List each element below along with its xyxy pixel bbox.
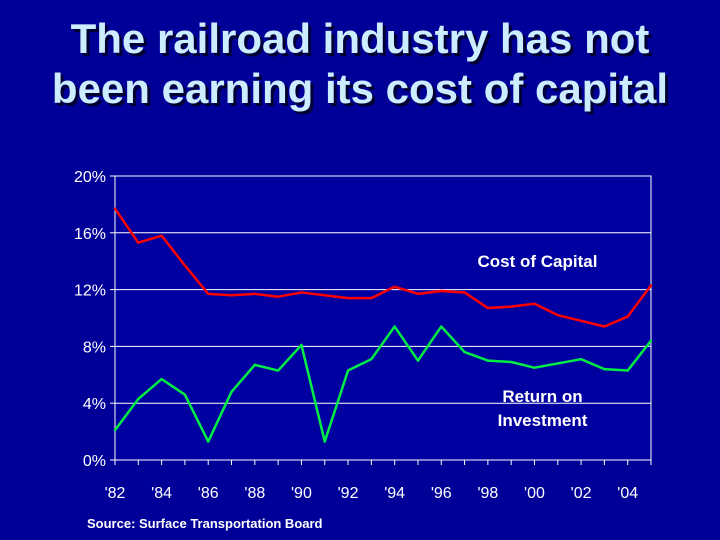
return-on-investment-point xyxy=(626,369,629,372)
cost-of-capital-point xyxy=(323,294,326,297)
x-tick-label: '92 xyxy=(338,485,359,502)
cost-of-capital-point xyxy=(230,294,233,297)
cost-of-capital-point xyxy=(486,306,490,310)
return-on-investment-label: Return on Investment xyxy=(465,385,620,433)
return-on-investment-point xyxy=(440,325,443,328)
cost-of-capital-point xyxy=(416,292,420,296)
x-tick-label: '94 xyxy=(384,485,405,502)
return-on-investment-point xyxy=(346,369,350,372)
cost-of-capital-point xyxy=(113,207,117,210)
return-on-investment-point xyxy=(183,393,187,396)
cost-of-capital-point xyxy=(253,292,257,296)
return-on-investment-point xyxy=(370,357,373,361)
plot-area xyxy=(114,175,652,461)
cost-of-capital-line xyxy=(113,207,653,328)
source-note: Source: Surface Transportation Board xyxy=(87,516,323,531)
cost-of-capital-point xyxy=(276,295,280,298)
return-on-investment-point xyxy=(486,359,490,362)
x-tick-label: '90 xyxy=(291,485,312,502)
cost-of-capital-point xyxy=(300,291,303,294)
return-on-investment-point xyxy=(160,377,163,381)
return-on-investment-point xyxy=(509,360,513,364)
return-on-investment-point xyxy=(649,339,653,342)
return-on-investment-point xyxy=(393,325,396,328)
cost-of-capital-point xyxy=(463,291,466,294)
return-on-investment-label-line-2: Investment xyxy=(497,411,588,430)
y-tick-label: 20% xyxy=(74,169,106,186)
cost-of-capital-point xyxy=(370,296,373,300)
cost-of-capital-point xyxy=(160,234,163,237)
cost-of-capital-point xyxy=(509,305,513,308)
return-on-investment-point xyxy=(579,357,583,361)
cost-of-capital-point xyxy=(556,313,559,317)
cost-of-capital-point xyxy=(440,289,443,293)
return-on-investment-point xyxy=(113,428,117,432)
x-tick-label: '84 xyxy=(151,485,172,502)
return-on-investment-line xyxy=(113,325,652,443)
x-tick-label: '02 xyxy=(571,485,592,502)
cost-of-capital-point xyxy=(626,315,629,318)
title-line-1: The railroad industry has not xyxy=(70,15,650,62)
cost-of-capital-label: Cost of Capital xyxy=(455,250,620,274)
title-line-2: been earning its cost of capital xyxy=(51,65,669,112)
return-on-investment-point xyxy=(323,440,326,443)
return-on-investment-point xyxy=(230,390,233,394)
cost-of-capital-point xyxy=(393,285,396,288)
cost-of-capital-point xyxy=(533,302,536,305)
x-tick-label: '04 xyxy=(617,485,638,502)
y-tick-label: 8% xyxy=(83,339,106,356)
return-on-investment-point xyxy=(416,359,420,362)
return-on-investment-point xyxy=(253,363,257,367)
return-on-investment-point xyxy=(276,369,280,372)
y-tick-label: 0% xyxy=(83,453,106,470)
cost-of-capital-point xyxy=(649,284,653,287)
x-tick-label: '82 xyxy=(105,485,126,502)
return-on-investment-point xyxy=(463,350,466,354)
x-tick-label: '98 xyxy=(477,485,498,502)
x-tick-label: '88 xyxy=(244,485,265,502)
x-tick-label: '96 xyxy=(431,485,452,502)
cost-of-capital-point xyxy=(183,264,187,267)
return-on-investment-point xyxy=(137,397,140,401)
cost-of-capital-point xyxy=(137,241,140,244)
return-on-investment-point xyxy=(533,366,536,369)
y-tick-label: 12% xyxy=(74,283,106,300)
cost-of-capital-label-line-1: Cost of Capital xyxy=(477,252,598,271)
return-on-investment-point xyxy=(207,440,210,443)
y-tick-label: 16% xyxy=(74,226,106,243)
cost-of-capital-point xyxy=(346,296,350,300)
x-tick-label: '86 xyxy=(198,485,219,502)
cost-of-capital-point xyxy=(603,325,606,328)
cost-of-capital-point xyxy=(207,292,210,296)
return-on-investment-label-line-1: Return on xyxy=(502,387,583,406)
cost-of-capital-point xyxy=(579,319,583,323)
return-on-investment-point xyxy=(603,367,606,371)
slide-title: The railroad industry has not been earni… xyxy=(0,14,720,114)
x-tick-label: '00 xyxy=(524,485,545,502)
return-on-investment-point xyxy=(556,362,559,365)
return-on-investment-point xyxy=(300,343,303,347)
y-tick-label: 4% xyxy=(83,396,106,413)
